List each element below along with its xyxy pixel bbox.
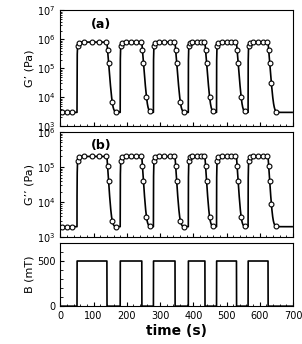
Y-axis label: G’ (Pa): G’ (Pa) (24, 50, 34, 87)
X-axis label: time (s): time (s) (146, 324, 207, 338)
Y-axis label: B (mT): B (mT) (24, 256, 34, 293)
Y-axis label: G’’ (Pa): G’’ (Pa) (24, 164, 34, 205)
Text: (a): (a) (91, 19, 111, 31)
Text: (b): (b) (91, 139, 111, 152)
